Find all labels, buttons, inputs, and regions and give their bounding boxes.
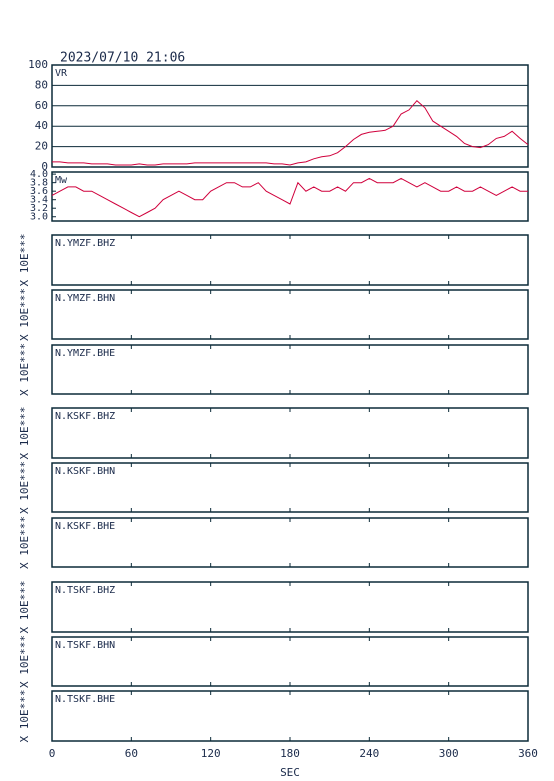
y-tick-label: 3.0	[30, 212, 48, 223]
y-tick-label: 80	[35, 78, 48, 91]
y-tick-label: 20	[35, 140, 48, 153]
y-tick-label: 3.2	[30, 203, 48, 214]
x-tick-label: 300	[439, 747, 459, 760]
waveform-frame	[51, 690, 529, 742]
station-label: N.YMZF.BHE	[55, 348, 115, 359]
station-label: N.TSKF.BHZ	[55, 585, 115, 596]
y-tick-label: 100	[28, 58, 48, 71]
chart-title: 2023/07/10 21:06	[60, 51, 185, 66]
station-label: N.KSKF.BHZ	[55, 411, 115, 422]
waveform-frame	[51, 517, 529, 568]
waveform-frame	[51, 581, 529, 633]
station-label: N.YMZF.BHZ	[55, 238, 115, 249]
x-tick-label: 0	[49, 747, 56, 760]
waveform-frame	[51, 289, 529, 340]
x-axis-label: SEC	[280, 766, 300, 779]
y-tick-label: 60	[35, 99, 48, 112]
series-label: Mw	[55, 175, 68, 186]
station-label: N.KSKF.BHE	[55, 521, 115, 532]
data-line	[51, 177, 528, 218]
x-tick-label: 60	[125, 747, 138, 760]
panel-frame	[51, 171, 529, 222]
scale-label: X 10E***	[18, 635, 31, 688]
x-tick-label: 240	[359, 747, 379, 760]
waveform-frame	[51, 462, 529, 513]
scale-label: X 10E***	[18, 288, 31, 341]
station-label: N.YMZF.BHN	[55, 293, 115, 304]
station-label: N.TSKF.BHE	[55, 694, 115, 705]
y-tick-label: 4.0	[30, 169, 48, 180]
y-tick-label: 40	[35, 119, 48, 132]
scale-label: X 10E***	[18, 343, 31, 396]
y-tick-label: 3.4	[30, 195, 48, 206]
x-tick-label: 180	[280, 747, 300, 760]
scale-label: X 10E***	[18, 581, 31, 634]
series-label: VR	[55, 68, 68, 79]
waveform-frame	[51, 234, 529, 286]
waveform-frame	[51, 344, 529, 395]
waveform-frame	[51, 636, 529, 687]
scale-label: X 10E***	[18, 234, 31, 287]
y-tick-label: 0	[41, 160, 48, 173]
y-tick-label: 3.8	[30, 178, 48, 189]
station-label: N.KSKF.BHN	[55, 466, 115, 477]
waveform-frame	[51, 407, 529, 459]
x-tick-label: 360	[518, 747, 538, 760]
scale-label: X 10E***	[18, 690, 31, 743]
scale-label: X 10E***	[18, 407, 31, 460]
x-tick-label: 120	[201, 747, 221, 760]
scale-label: X 10E***	[18, 461, 31, 514]
station-label: N.TSKF.BHN	[55, 640, 115, 651]
scale-label: X 10E***	[18, 516, 31, 569]
y-tick-label: 3.6	[30, 186, 48, 197]
data-line	[52, 99, 529, 166]
panel-frame	[51, 64, 529, 168]
